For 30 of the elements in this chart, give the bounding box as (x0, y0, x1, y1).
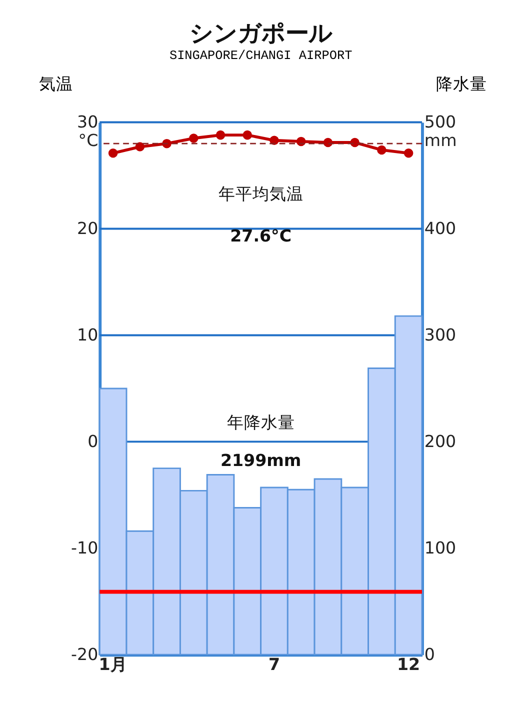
annotation: 年平均気温 (218, 184, 304, 204)
y2-tick-label: 100 (424, 538, 456, 558)
x-tick-label: 7 (268, 654, 280, 674)
annotation: 27.6°C (230, 226, 292, 246)
point (404, 148, 414, 158)
y-tick-label: 10 (77, 326, 98, 345)
x-tick-label: 1月 (98, 654, 128, 674)
point (216, 130, 226, 140)
y-tick-label: -10 (71, 538, 98, 558)
point (377, 145, 386, 155)
chart-subtitle: SINGAPORE/CHANGI AIRPORT (169, 48, 353, 63)
y-axis-title: 気温 (39, 74, 74, 94)
point (189, 134, 198, 143)
chart-title: シンガポール (189, 19, 332, 48)
point (135, 142, 145, 152)
annotation: 2199mm (220, 451, 302, 470)
y-tick-label: -20 (71, 645, 98, 664)
annotation: 年降水量 (226, 413, 295, 432)
point (108, 148, 118, 158)
y-tick-label: 20 (77, 219, 98, 238)
y2-tick-label: 500 mm (424, 112, 457, 150)
y-tick-label: 0 (88, 432, 98, 452)
y2-tick-label: 200 (424, 432, 456, 452)
y2-axis-title: 降水量 (436, 74, 488, 94)
y-tick-label: 30 °C (77, 112, 98, 150)
x-tick-label: 12 (397, 654, 420, 674)
point (242, 130, 252, 140)
y2-tick-label: 300 (424, 326, 456, 345)
y2-tick-label: 400 (424, 219, 456, 238)
y2-tick-label: 0 (424, 645, 435, 664)
